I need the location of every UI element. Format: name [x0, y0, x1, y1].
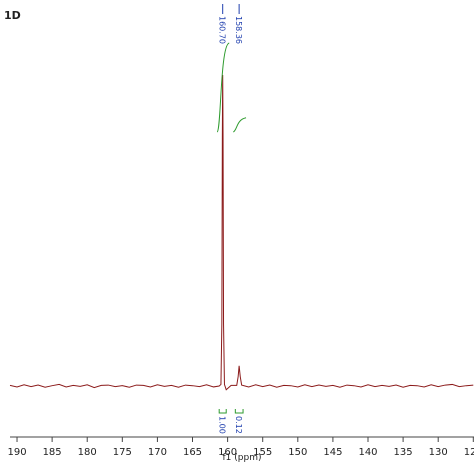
spectrum-line: [9, 74, 474, 391]
x-tick-label: 150: [288, 447, 307, 458]
integral-curve: [216, 42, 230, 133]
peak-label: 158.36: [234, 16, 243, 44]
x-tick-label: 125: [464, 447, 474, 458]
x-tick-label: 145: [323, 447, 342, 458]
x-tick-label: 130: [429, 447, 448, 458]
peak-label: 160.70: [218, 16, 227, 44]
integral-bracket: [218, 409, 227, 414]
chart-title: 1D: [4, 9, 21, 22]
integral-bracket: [234, 409, 244, 414]
x-tick-label: 135: [394, 447, 413, 458]
x-tick-label: 185: [43, 447, 62, 458]
integral-curve: [233, 117, 247, 133]
x-tick-label: 165: [183, 447, 202, 458]
x-tick-label: 155: [253, 447, 272, 458]
x-tick-label: 180: [78, 447, 97, 458]
integral-label: 0.12: [234, 416, 243, 434]
integral-label: 1.00: [218, 416, 227, 434]
x-tick-label: 190: [7, 447, 26, 458]
x-tick-label: 140: [358, 447, 377, 458]
x-tick-label: 170: [148, 447, 167, 458]
x-tick-label: 160: [218, 447, 237, 458]
x-axis-label: f1 (ppm): [223, 453, 262, 462]
x-tick-label: 175: [113, 447, 132, 458]
